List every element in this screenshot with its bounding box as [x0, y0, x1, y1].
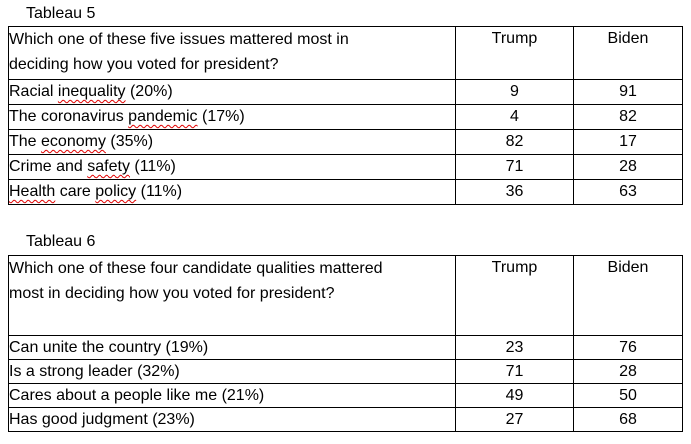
row-label: Is a strong leader (32%) — [8, 359, 456, 384]
table5-caption: Tableau 5 — [26, 5, 96, 22]
table-row: Crime and safety (11%) 71 28 — [8, 154, 683, 180]
table-row: The economy (35%) 82 17 — [8, 129, 683, 155]
label-text: The — [9, 133, 42, 150]
value-cell: 9 — [455, 79, 574, 105]
row-label: The economy (35%) — [8, 129, 456, 155]
label-text: (20%) — [125, 83, 173, 100]
row-label: Crime and safety (11%) — [8, 154, 456, 180]
misspelled-word: economy — [41, 133, 106, 150]
value-cell: 27 — [455, 407, 574, 432]
label-text: Can unite the country (19%) — [9, 338, 209, 356]
misspelled-word: pandemic — [128, 108, 198, 125]
question-line: Which one of these four candidate qualit… — [9, 260, 383, 277]
misspelled-word: policy — [95, 183, 137, 200]
value-cell: 71 — [455, 359, 574, 384]
label-text: Cares about a people like me (21%) — [9, 386, 265, 404]
value-cell: 68 — [573, 407, 683, 432]
table5-header-row: Which one of these five issues mattered … — [8, 26, 683, 80]
table5: Which one of these five issues mattered … — [8, 26, 683, 205]
label-text: The coronavirus — [9, 108, 129, 125]
label-text: Is a strong leader (32%) — [9, 362, 180, 380]
value-cell: 82 — [573, 104, 683, 130]
table-row: Health care policy (11%) 36 63 — [8, 179, 683, 205]
label-text: Has good judgment (23%) — [9, 410, 195, 428]
question-line: Which one of these five issues mattered … — [9, 31, 349, 48]
column-header-trump: Trump — [455, 255, 574, 336]
question-line: deciding how you voted for president? — [9, 56, 279, 73]
label-text: (17%) — [197, 108, 245, 125]
table5-question-cell: Which one of these five issues mattered … — [8, 26, 456, 80]
value-cell: 91 — [573, 79, 683, 105]
value-cell: 36 — [455, 179, 574, 205]
misspelled-word: inequality — [57, 83, 126, 100]
row-label: Cares about a people like me (21%) — [8, 383, 456, 408]
value-cell: 28 — [573, 154, 683, 180]
row-label: Racial inequality (20%) — [8, 79, 456, 105]
table6: Which one of these four candidate qualit… — [8, 255, 683, 432]
table6-question-cell: Which one of these four candidate qualit… — [8, 255, 456, 336]
value-cell: 23 — [455, 335, 574, 360]
table-row: Is a strong leader (32%) 71 28 — [8, 359, 683, 384]
table6-caption: Tableau 6 — [26, 233, 96, 250]
row-label: Can unite the country (19%) — [8, 335, 456, 360]
misspelled-word: Health — [9, 183, 56, 200]
table-row: Can unite the country (19%) 23 76 — [8, 335, 683, 360]
column-header-biden: Biden — [573, 26, 683, 80]
misspelled-word: safety — [87, 158, 130, 175]
value-cell: 17 — [573, 129, 683, 155]
value-cell: 28 — [573, 359, 683, 384]
value-cell: 76 — [573, 335, 683, 360]
label-text: Racial — [9, 83, 58, 100]
row-label: Health care policy (11%) — [8, 179, 456, 205]
table-row: Cares about a people like me (21%) 49 50 — [8, 383, 683, 408]
value-cell: 71 — [455, 154, 574, 180]
value-cell: 63 — [573, 179, 683, 205]
column-header-biden: Biden — [573, 255, 683, 336]
table-row: Has good judgment (23%) 27 68 — [8, 407, 683, 432]
value-cell: 50 — [573, 383, 683, 408]
value-cell: 4 — [455, 104, 574, 130]
label-text: (35%) — [105, 133, 154, 150]
row-label: Has good judgment (23%) — [8, 407, 456, 432]
label-text: (11%) — [136, 183, 183, 200]
label-text: care — [55, 183, 96, 200]
table-row: The coronavirus pandemic (17%) 4 82 — [8, 104, 683, 130]
table-row: Racial inequality (20%) 9 91 — [8, 79, 683, 105]
row-label: The coronavirus pandemic (17%) — [8, 104, 456, 130]
value-cell: 82 — [455, 129, 574, 155]
value-cell: 49 — [455, 383, 574, 408]
label-text: (11%) — [129, 158, 176, 175]
page-content: Tableau 5 Which one of these five issues… — [8, 5, 683, 432]
table6-header-row: Which one of these four candidate qualit… — [8, 255, 683, 336]
column-header-trump: Trump — [455, 26, 574, 80]
question-line: most in deciding how you voted for presi… — [9, 285, 335, 302]
label-text: Crime and — [9, 158, 88, 175]
